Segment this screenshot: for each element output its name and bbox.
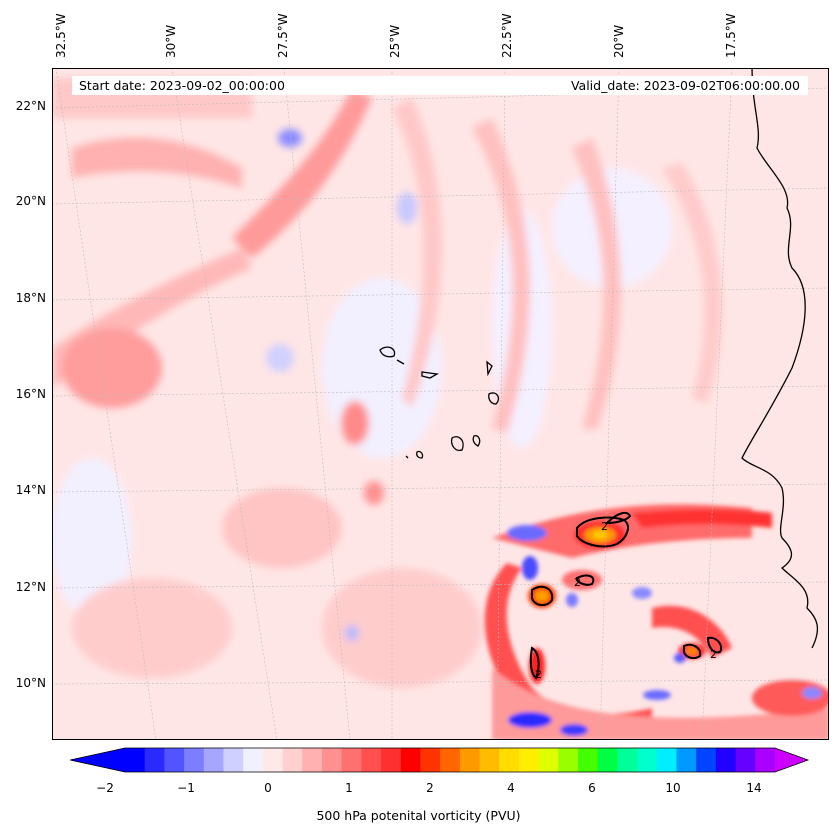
colorbar-segment: [440, 748, 461, 772]
contour-label: 2: [601, 520, 608, 533]
island-santiago: [450, 436, 464, 452]
contour-label: 2: [710, 648, 717, 661]
lat-label: 22°N: [15, 99, 46, 113]
colorbar-segment: [223, 748, 244, 772]
island-maio: [472, 434, 481, 447]
map-frame: [52, 68, 829, 740]
colorbar-segment: [420, 748, 441, 772]
island-boa-vista: [488, 392, 500, 405]
pv-map: 2 2 2 2: [52, 68, 829, 740]
lon-label: 30°W: [164, 24, 178, 58]
colorbar-tick-label: 4: [507, 781, 515, 795]
colorbar-segment: [243, 748, 264, 772]
colorbar: [70, 747, 810, 773]
island: [396, 359, 405, 365]
colorbar-segment: [361, 748, 382, 772]
island-brava: [405, 455, 409, 459]
island: [421, 371, 439, 379]
start-date: Start date: 2023-09-02_00:00:00: [79, 78, 285, 93]
colorbar-extend-left: [70, 748, 125, 772]
colorbar-segment: [381, 748, 402, 772]
colorbar-tick-label: 0: [264, 781, 272, 795]
colorbar-segment: [715, 748, 737, 772]
colorbar-segment: [696, 748, 717, 772]
colorbar-segment: [518, 748, 540, 772]
colorbar-segment: [302, 748, 323, 772]
colorbar-segment: [755, 748, 776, 772]
contour-label: 2: [535, 668, 542, 681]
colorbar-segment: [558, 748, 579, 772]
colorbar-segment: [459, 748, 481, 772]
colorbar-segment: [597, 748, 618, 772]
island-santo-antao: [379, 346, 396, 358]
colorbar-tick-label: 1: [345, 781, 353, 795]
colorbar-segment: [617, 748, 638, 772]
colorbar-segment: [125, 748, 146, 772]
colorbar-tick-label: 14: [746, 781, 762, 795]
valid-date: Valid_date: 2023-09-02T06:00:00.00: [570, 78, 800, 93]
colorbar-segment: [499, 748, 520, 772]
pv-contours: [529, 511, 723, 680]
colorbar-segment: [637, 748, 658, 772]
colorbar-tick-label: 6: [588, 781, 596, 795]
coastlines: [379, 68, 819, 649]
date-banner: Start date: 2023-09-02_00:00:00 Valid_da…: [72, 76, 808, 95]
colorbar-extend-right: [775, 748, 808, 772]
island: [486, 360, 493, 377]
colorbar-segment: [341, 748, 362, 772]
colorbar-segment: [676, 748, 697, 772]
contour-label: 2: [574, 576, 581, 589]
colorbar-segment: [321, 748, 343, 772]
lat-label: 20°N: [15, 194, 46, 208]
colorbar-outline: [70, 747, 810, 773]
lon-label: 17.5°W: [724, 13, 738, 58]
colorbar-segment: [144, 748, 165, 772]
lat-label: 10°N: [15, 676, 46, 690]
lon-label: 32.5°W: [54, 13, 68, 58]
lat-label: 12°N: [15, 580, 46, 594]
lon-label: 20°W: [612, 24, 626, 58]
colorbar-segment: [282, 748, 303, 772]
africa-coast: [741, 68, 819, 649]
lat-label: 18°N: [15, 291, 46, 305]
colorbar-segment: [203, 748, 224, 772]
colorbar-segment: [656, 748, 678, 772]
island-fogo: [416, 450, 424, 459]
colorbar-segment: [262, 748, 284, 772]
colorbar-segment: [164, 748, 185, 772]
colorbar-segment: [184, 748, 205, 772]
lat-label: 16°N: [15, 387, 46, 401]
lon-label: 27.5°W: [276, 13, 290, 58]
colorbar-segment: [578, 748, 599, 772]
colorbar-title: 500 hPa potenital vorticity (PVU): [316, 808, 521, 823]
colorbar-segment: [538, 748, 559, 772]
colorbar-tick-label: −2: [96, 781, 114, 795]
colorbar-tick-label: 2: [426, 781, 434, 795]
colorbar-tick-label: −1: [177, 781, 195, 795]
graticule: [52, 68, 829, 740]
lon-label: 25°W: [388, 24, 402, 58]
lat-label: 14°N: [15, 483, 46, 497]
colorbar-segment: [735, 748, 756, 772]
colorbar-segment: [400, 748, 421, 772]
lon-label: 22.5°W: [500, 13, 514, 58]
contour-labels: 2 2 2 2: [535, 520, 717, 681]
pv-field: [52, 78, 722, 688]
colorbar-tick-label: 10: [665, 781, 681, 795]
colorbar-segment: [479, 748, 500, 772]
